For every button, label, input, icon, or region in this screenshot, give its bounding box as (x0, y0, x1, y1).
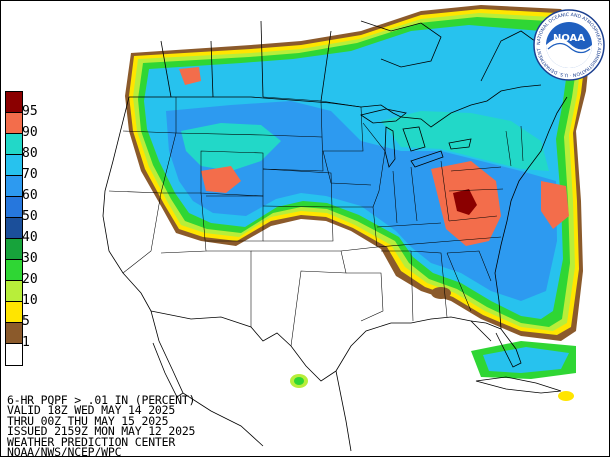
legend-swatch (6, 197, 22, 218)
state-line-tn-ky (376, 222, 452, 248)
state-line-dakotas (262, 96, 324, 172)
lake-huron (402, 126, 426, 152)
legend-swatch (6, 323, 22, 344)
caption-center: WEATHER PREDICTION CENTER (7, 434, 176, 449)
legend-swatch (6, 302, 22, 323)
lake-erie (410, 150, 444, 168)
prob-patch-texas (431, 287, 451, 299)
caption-issued: ISSUED 2159Z MON MAY 12 2025 (7, 424, 196, 439)
baja-coast (150, 310, 184, 398)
legend-swatch (6, 134, 22, 155)
lake-ontario (448, 138, 472, 150)
legend-swatch (6, 218, 22, 239)
state-line-ok-tx (251, 250, 347, 347)
caption-thru: THRU 00Z THU MAY 15 2025 (7, 413, 169, 428)
legend-label: 5 (22, 314, 30, 329)
legend-label: 20 (22, 272, 38, 287)
florida-coastline (470, 320, 522, 368)
caption-valid: VALID 18Z WED MAY 14 2025 (7, 403, 176, 418)
prob-95-core (453, 189, 477, 215)
state-line-co (206, 195, 264, 242)
legend-swatch (6, 260, 22, 281)
state-line-in-oh (392, 160, 450, 224)
state-line-wi-il (362, 122, 386, 208)
caption-agency: NOAA/NWS/NCEP/WPC (7, 445, 122, 457)
probability-shading (125, 5, 591, 401)
state-boundaries (108, 96, 524, 347)
east-coastline (494, 96, 568, 330)
legend-swatch (6, 155, 22, 176)
legend-label: 60 (22, 188, 38, 203)
legend-swatch (6, 176, 22, 197)
legend-swatch (6, 281, 22, 302)
state-line-ne-ks (262, 168, 334, 242)
hudson-bay (360, 20, 442, 68)
map-caption: 6-HR PQPF > .01 IN (PERCENT) VALID 18Z WE… (7, 393, 196, 457)
state-line-nv (122, 192, 162, 274)
prob-patch-mexico-inner (294, 377, 304, 385)
state-line-ga-sc (446, 250, 492, 312)
legend-label: 80 (22, 146, 38, 161)
lake-michigan (384, 126, 396, 168)
state-line-nc-va (448, 215, 502, 242)
canada-line-2 (210, 40, 214, 98)
prob-90-core-northwest (179, 67, 201, 85)
legend-label: 30 (22, 251, 38, 266)
legend-label: 1 (22, 335, 30, 350)
legend-label: 40 (22, 230, 38, 245)
state-line-new-england (505, 125, 524, 167)
prob-patch-caribbean (558, 391, 574, 401)
legend-swatch (6, 113, 22, 134)
legend-swatch (6, 344, 22, 365)
lake-superior (360, 108, 407, 124)
legend-label: 10 (22, 293, 38, 308)
prob-80-area (381, 111, 549, 171)
cuba-outline (475, 376, 562, 394)
logo-wordmark: NOAA (553, 33, 585, 44)
mexico-gulf-coast (335, 370, 352, 452)
state-line-mt (175, 132, 264, 136)
canada-line-4 (320, 30, 332, 102)
us-mexico-border (150, 310, 337, 382)
state-line-wa-or (122, 130, 177, 134)
prob-90-core-west (201, 166, 241, 193)
state-line-ms-al (381, 250, 448, 322)
state-line-or-ca (108, 190, 162, 194)
gulf-coastline (335, 316, 492, 372)
legend-label: 95 (22, 104, 38, 119)
probability-legend (5, 91, 23, 366)
noaa-logo: NATIONAL OCEANIC AND ATMOSPHERIC ADMINIS… (533, 9, 605, 81)
state-line-mo-ar-la (333, 206, 384, 322)
legend-label: 90 (22, 125, 38, 140)
state-line-pa-ny (448, 166, 504, 192)
legend-swatch (6, 92, 22, 113)
canada-line-3 (260, 20, 264, 98)
west-coastline (102, 96, 152, 312)
state-line-mn-ia (320, 100, 372, 186)
mexico-coast (182, 392, 264, 447)
state-line-nm (206, 250, 252, 327)
canada-line-1 (160, 40, 172, 98)
caption-product: 6-HR PQPF > .01 IN (PERCENT) (7, 393, 196, 407)
prob-90-core-atlantic (541, 181, 569, 229)
legend-label: 50 (22, 209, 38, 224)
legend-swatch (6, 239, 22, 260)
state-line-ut-az (160, 192, 207, 254)
prob-florida-cyan (483, 347, 569, 373)
us-canada-border (129, 84, 542, 128)
boundaries (102, 20, 568, 452)
legend-label: 70 (22, 167, 38, 182)
